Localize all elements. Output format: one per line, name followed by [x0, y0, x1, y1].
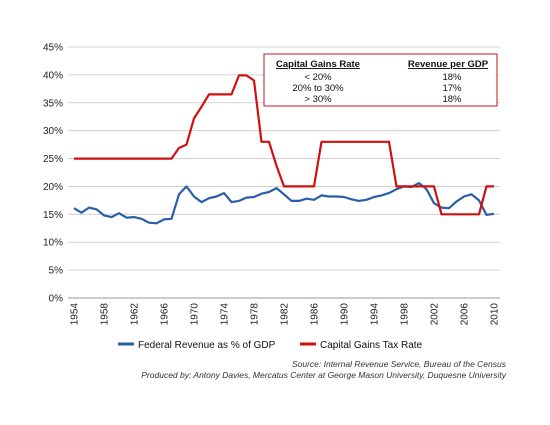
y-tick-label: 30% [43, 126, 63, 137]
legend-label-capgains: Capital Gains Tax Rate [320, 340, 423, 351]
y-tick-label: 15% [43, 210, 63, 221]
series-line-federal-revenue [73, 182, 495, 225]
table-row-1-revenue: 18% [442, 72, 462, 83]
table-row-2-revenue: 17% [442, 83, 462, 94]
x-tick-label: 1954 [70, 303, 81, 326]
source-line-2: Produced by: Antony Davies, Mercatus Cen… [141, 370, 506, 380]
stats-table: Capital Gains Rate Revenue per GDP < 20%… [263, 53, 498, 107]
y-tick-label: 20% [43, 182, 63, 193]
x-tick-label: 1986 [310, 303, 321, 326]
y-tick-label: 45% [43, 43, 63, 54]
x-tick-label: 1982 [280, 303, 291, 326]
x-tick-label: 1962 [130, 303, 141, 326]
y-axis-ticks: 0% 5% 10% 15% 20% 25% 30% 35% 40% 45% [43, 43, 63, 305]
table-header-rate: Capital Gains Rate [276, 59, 360, 70]
x-tick-label: 1998 [400, 303, 411, 326]
x-tick-label: 2002 [430, 303, 441, 326]
x-tick-label: 1970 [190, 303, 201, 326]
table-row-2-rate: 20% to 30% [292, 83, 344, 94]
x-tick-label: 1958 [100, 303, 111, 326]
x-tick-label: 1994 [370, 303, 381, 326]
table-header-revenue: Revenue per GDP [408, 59, 489, 70]
x-axis-ticks: 1954 1958 1962 1966 1970 1974 1978 1982 1986 1990… [70, 303, 501, 326]
y-tick-label: 25% [43, 154, 63, 165]
table-row-1-rate: < 20% [304, 72, 332, 83]
y-tick-label: 40% [43, 70, 63, 81]
x-tick-label: 1974 [220, 303, 231, 326]
table-row-3-rate: > 30% [304, 94, 332, 105]
y-tick-label: 0% [49, 294, 64, 305]
source-line-1: Source: Internal Revenue Service, Bureau… [292, 359, 507, 369]
series-lines [73, 74, 495, 225]
y-tick-label: 5% [49, 266, 64, 277]
legend-label-revenue: Federal Revenue as % of GDP [138, 340, 276, 351]
legend: Federal Revenue as % of GDP Capital Gain… [118, 340, 423, 351]
stats-table-border [263, 53, 498, 107]
x-tick-label: 2006 [460, 303, 471, 326]
table-row-3-revenue: 18% [442, 94, 462, 105]
x-tick-label: 1978 [250, 303, 261, 326]
series-line-capital-gains-rate [74, 74, 494, 216]
y-tick-label: 35% [43, 98, 63, 109]
y-tick-label: 10% [43, 238, 63, 249]
x-tick-label: 2010 [490, 303, 501, 326]
x-tick-label: 1990 [340, 303, 351, 326]
x-tick-label: 1966 [160, 303, 171, 326]
